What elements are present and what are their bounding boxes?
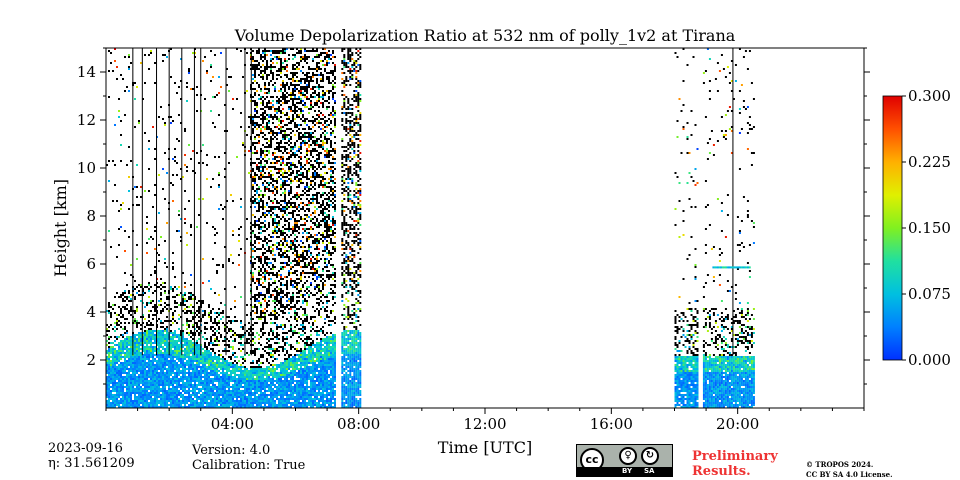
y-tick-label: 2 <box>86 351 96 369</box>
x-tick-label: 08:00 <box>337 415 380 433</box>
share-alike-icon: ↻ <box>641 447 659 465</box>
y-tick-label: 8 <box>86 207 96 225</box>
attribution-icon: ♀ <box>619 447 637 465</box>
x-tick-label: 12:00 <box>463 415 506 433</box>
x-tick-label: 20:00 <box>716 415 759 433</box>
y-tick-label: 12 <box>77 111 96 129</box>
cc-sa-label: SA <box>644 467 655 475</box>
y-tick-label: 6 <box>86 255 96 273</box>
colorbar-tick-label: 0.150 <box>908 219 951 237</box>
date-label: 2023-09-16 <box>48 441 123 456</box>
copyright-note: © TROPOS 2024. CC BY SA 4.0 License. <box>806 460 893 479</box>
chart-title: Volume Depolarization Ratio at 532 nm of… <box>234 26 736 45</box>
y-tick-label: 4 <box>86 303 96 321</box>
y-axis: 2 4 6 8 10 12 14 <box>77 47 870 385</box>
colorbar-tick-label: 0.000 <box>908 351 951 369</box>
version-label: Version: 4.0 <box>192 443 271 458</box>
depol-heatmap <box>106 48 755 408</box>
colorbar-tick-label: 0.300 <box>908 87 951 105</box>
x-axis-label: Time [UTC] <box>438 438 532 457</box>
colorbar-tick-label: 0.225 <box>908 153 951 171</box>
y-axis-label: Height [km] <box>51 179 70 277</box>
colorbar <box>882 95 903 361</box>
y-tick-label: 14 <box>77 63 96 81</box>
preliminary-note: Preliminary Results. <box>692 449 778 479</box>
x-tick-label: 04:00 <box>211 415 254 433</box>
eta-label: η: 31.561209 <box>48 456 135 471</box>
cc-license-logo: cc ♀ ↻ BY SA <box>576 444 673 477</box>
x-tick-label: 16:00 <box>590 415 633 433</box>
calibration-label: Calibration: True <box>192 458 306 473</box>
x-axis: 04:00 08:00 12:00 16:00 20:00 <box>105 408 865 433</box>
colorbar-axis: 0.000 0.075 0.150 0.225 0.300 <box>902 87 951 369</box>
cc-by-label: BY <box>622 467 633 475</box>
y-tick-label: 10 <box>77 159 96 177</box>
colorbar-tick-label: 0.075 <box>908 285 951 303</box>
